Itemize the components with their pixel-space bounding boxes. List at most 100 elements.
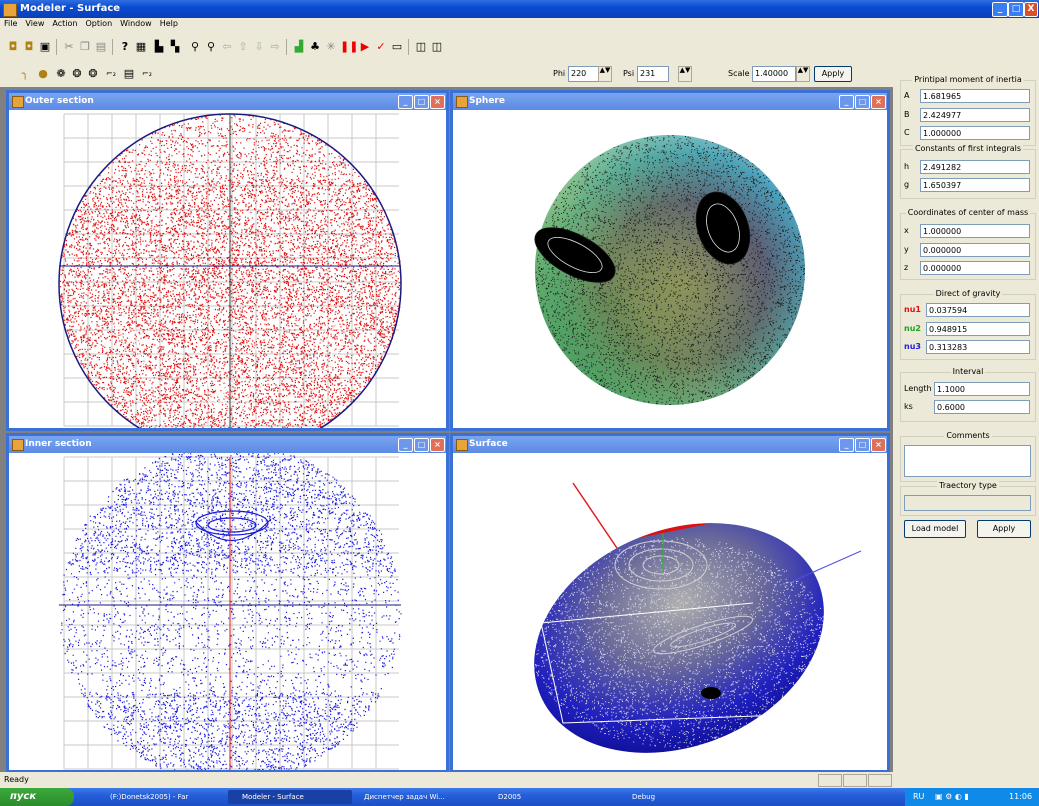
trajectory-title: Traectory type bbox=[937, 481, 999, 490]
open-model-icon[interactable]: ◘ bbox=[8, 40, 18, 53]
inner-minimize-button[interactable]: _ bbox=[398, 438, 413, 452]
minimize-button[interactable]: _ bbox=[992, 2, 1008, 17]
grid-icon[interactable]: ▦ bbox=[135, 40, 147, 53]
label-h: h bbox=[904, 162, 910, 171]
label-g: g bbox=[904, 180, 910, 189]
label-nu3: nu3 bbox=[904, 342, 921, 351]
tree-icon[interactable]: ♣ bbox=[310, 40, 320, 53]
inner-close-button[interactable]: × bbox=[430, 438, 445, 452]
language-indicator[interactable]: RU bbox=[913, 792, 925, 801]
phi-spinner[interactable]: ▲▼ bbox=[598, 66, 612, 82]
camera-icon[interactable]: ▙ bbox=[154, 40, 164, 53]
window-icon[interactable]: ▭ bbox=[391, 40, 403, 53]
label-a: A bbox=[904, 91, 910, 100]
surface-close-button[interactable]: × bbox=[871, 438, 886, 452]
arrow-left-icon[interactable]: ⇦ bbox=[222, 40, 232, 53]
gravity-nu3-field[interactable]: 0.313283 bbox=[926, 340, 1030, 354]
section-icon[interactable]: ⌐₂ bbox=[142, 69, 152, 78]
zoom-out-icon[interactable]: ⚲ bbox=[206, 40, 216, 53]
tile-icon[interactable]: ◫ bbox=[431, 40, 443, 53]
open-icon[interactable]: ◘ bbox=[24, 40, 34, 53]
panel-apply-button[interactable]: Apply bbox=[977, 520, 1031, 538]
curve-icon[interactable]: ╮ bbox=[21, 67, 29, 80]
sphere-icon[interactable]: ❁ bbox=[56, 67, 66, 80]
center-y-field[interactable]: 0.000000 bbox=[920, 243, 1030, 257]
paste-icon[interactable]: ▤ bbox=[95, 40, 107, 53]
cascade-icon[interactable]: ◫ bbox=[415, 40, 427, 53]
sphere-plot bbox=[534, 135, 805, 405]
star-icon[interactable]: ✳ bbox=[326, 40, 336, 53]
binoculars-icon[interactable]: ▚ bbox=[170, 40, 180, 53]
zoom-in-icon[interactable]: ⚲ bbox=[190, 40, 200, 53]
check-icon[interactable]: ✓ bbox=[376, 40, 386, 53]
menu-action[interactable]: Action bbox=[52, 19, 78, 28]
outer-minimize-button[interactable]: _ bbox=[398, 95, 413, 109]
inertia-b-field[interactable]: 2.424977 bbox=[920, 108, 1030, 122]
outer-section-window[interactable]: Outer section _ □ × bbox=[6, 90, 449, 431]
play-icon[interactable]: ▶ bbox=[360, 40, 370, 53]
menu-bar: File View Action Option Window Help bbox=[0, 18, 1039, 32]
arrow-down-icon[interactable]: ⇩ bbox=[254, 40, 264, 53]
comments-textarea[interactable] bbox=[904, 445, 1031, 477]
inner-maximize-button[interactable]: □ bbox=[414, 438, 429, 452]
chart-icon[interactable]: ▟ bbox=[294, 40, 304, 53]
task-manager[interactable]: Диспетчер задач Wi... bbox=[364, 793, 445, 801]
menu-window[interactable]: Window bbox=[120, 19, 152, 28]
sphere-minimize-button[interactable]: _ bbox=[839, 95, 854, 109]
menu-option[interactable]: Option bbox=[85, 19, 113, 28]
inertia-a-field[interactable]: 1.681965 bbox=[920, 89, 1030, 103]
surface-window[interactable]: Surface _ □ × bbox=[450, 433, 890, 773]
integral-h-field[interactable]: 2.491282 bbox=[920, 160, 1030, 174]
interval-ks-field[interactable]: 0.6000 bbox=[934, 400, 1030, 414]
interval-length-field[interactable]: 1.1000 bbox=[934, 382, 1030, 396]
outer-section-titlebar: Outer section _ □ × bbox=[9, 93, 446, 110]
psi-input[interactable]: 231 bbox=[637, 66, 669, 82]
menu-view[interactable]: View bbox=[25, 19, 45, 28]
inertia-c-field[interactable]: 1.000000 bbox=[920, 126, 1030, 140]
center-z-field[interactable]: 0.000000 bbox=[920, 261, 1030, 275]
integral-g-field[interactable]: 1.650397 bbox=[920, 178, 1030, 192]
maximize-button[interactable]: □ bbox=[1008, 2, 1024, 17]
sphere-maximize-button[interactable]: □ bbox=[855, 95, 870, 109]
save-icon[interactable]: ▣ bbox=[39, 40, 51, 53]
phi-input[interactable]: 220 bbox=[568, 66, 600, 82]
help-icon[interactable]: ? bbox=[121, 40, 129, 53]
section-2d-icon[interactable]: ⌐₂ bbox=[106, 69, 116, 78]
task-debug[interactable]: Debug bbox=[632, 793, 656, 801]
surface-titlebar: Surface _ □ × bbox=[453, 436, 887, 453]
sphere-close-button[interactable]: × bbox=[871, 95, 886, 109]
point-icon[interactable]: ● bbox=[38, 67, 48, 80]
center-group: Coordinates of center of mass x 1.000000 … bbox=[900, 208, 1036, 280]
toolbar-apply-button[interactable]: Apply bbox=[814, 66, 852, 82]
psi-spinner[interactable]: ▲▼ bbox=[678, 66, 692, 82]
arrow-right-icon[interactable]: ⇨ bbox=[270, 40, 280, 53]
copy-icon[interactable]: ❐ bbox=[80, 40, 90, 53]
task-d2005[interactable]: D2005 bbox=[498, 793, 522, 801]
sphere-window[interactable]: Sphere _ □ × bbox=[450, 90, 890, 431]
task-modeler[interactable]: Modeler - Surface bbox=[228, 790, 352, 804]
inner-section-window[interactable]: Inner section _ □ × bbox=[6, 433, 449, 773]
outer-maximize-button[interactable]: □ bbox=[414, 95, 429, 109]
menu-help[interactable]: Help bbox=[159, 19, 178, 28]
outer-close-button[interactable]: × bbox=[430, 95, 445, 109]
task-far[interactable]: (F:)Donetsk2005) - Far bbox=[110, 793, 189, 801]
surface-minimize-button[interactable]: _ bbox=[839, 438, 854, 452]
start-button[interactable]: пуск bbox=[0, 788, 74, 806]
pause-icon[interactable]: ❚❚ bbox=[340, 40, 359, 53]
torus-icon[interactable]: ❂ bbox=[72, 67, 82, 80]
center-x-field[interactable]: 1.000000 bbox=[920, 224, 1030, 238]
cut-icon[interactable]: ✂ bbox=[64, 40, 74, 53]
gravity-nu1-field[interactable]: 0.037594 bbox=[926, 303, 1030, 317]
scale-spinner[interactable]: ▲▼ bbox=[796, 66, 810, 82]
close-button[interactable]: X bbox=[1024, 2, 1038, 17]
graph-icon[interactable]: ▤ bbox=[123, 67, 135, 80]
menu-file[interactable]: File bbox=[4, 19, 18, 28]
ellipsoid-icon[interactable]: ❂ bbox=[88, 67, 98, 80]
scale-input[interactable]: 1.40000 bbox=[752, 66, 796, 82]
status-pane bbox=[843, 774, 867, 787]
gravity-nu2-field[interactable]: 0.948915 bbox=[926, 322, 1030, 336]
surface-maximize-button[interactable]: □ bbox=[855, 438, 870, 452]
load-model-button[interactable]: Load model bbox=[904, 520, 966, 538]
arrow-up-icon[interactable]: ⇧ bbox=[238, 40, 248, 53]
outer-section-title: Outer section bbox=[25, 96, 94, 106]
